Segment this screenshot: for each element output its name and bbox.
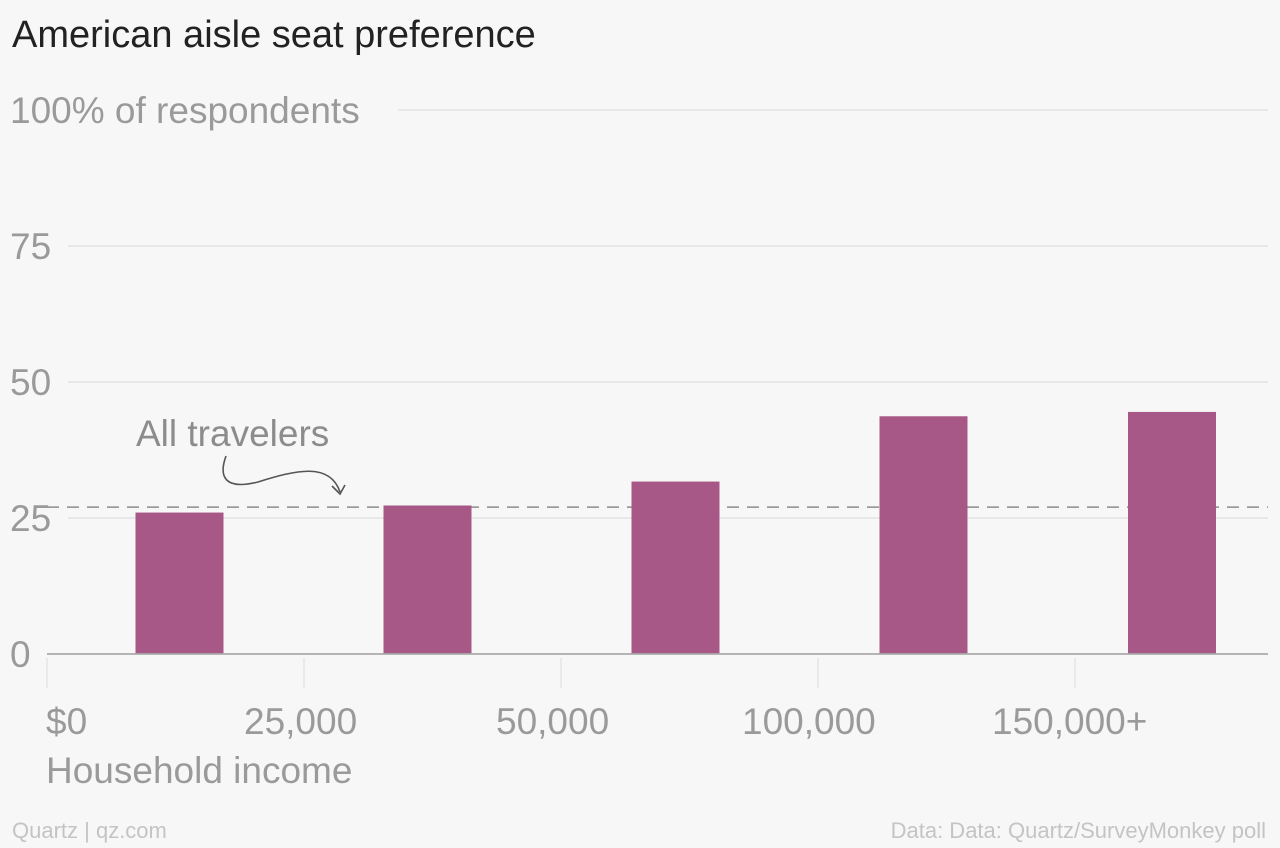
gridlines	[68, 109, 1268, 519]
bar-5	[1128, 411, 1216, 654]
x-tick-label: 25,000	[244, 701, 357, 742]
x-tick-label: 100,000	[742, 701, 876, 742]
y-tick-labels: 0 25 50 75 100% of respondents	[10, 90, 360, 675]
all-travelers-label: All travelers	[136, 413, 329, 454]
x-tick-labels: $0 25,000 50,000 100,000 150,000+	[46, 701, 1147, 742]
annotation-arrow-head	[331, 484, 346, 496]
y-tick-label: 75	[10, 226, 51, 267]
footer-source-left: Quartz | qz.com	[12, 818, 167, 843]
bar-2	[383, 505, 472, 654]
bars	[135, 411, 1216, 654]
y-tick-label: 0	[10, 634, 31, 675]
x-tick-label: $0	[46, 701, 87, 742]
annotation-arrow-curve	[222, 455, 341, 493]
bar-3	[631, 481, 720, 654]
y-tick-label: 25	[10, 498, 51, 539]
chart-title: American aisle seat preference	[12, 14, 536, 56]
all-travelers-annotation: All travelers	[136, 413, 346, 496]
footer-source-right: Data: Data: Quartz/SurveyMonkey poll	[890, 818, 1266, 843]
x-axis-title: Household income	[46, 750, 352, 791]
x-tick-label: 150,000+	[992, 701, 1147, 742]
y-tick-label: 100% of respondents	[10, 90, 360, 131]
bar-4	[879, 416, 968, 654]
bar-1	[135, 512, 224, 654]
y-tick-label: 50	[10, 362, 51, 403]
x-axis	[46, 653, 1268, 688]
x-tick-label: 50,000	[496, 701, 609, 742]
